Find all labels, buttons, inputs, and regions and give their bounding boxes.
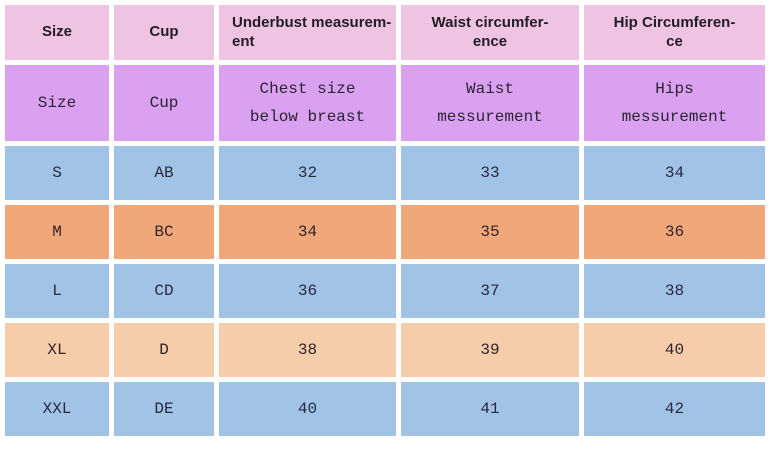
table-row-xxl: XXL DE 40 41 42 [5, 382, 765, 436]
cell-waist: 37 [401, 264, 579, 318]
cell-underbust: 36 [219, 264, 396, 318]
subheader-waist: Waist messurement [401, 65, 579, 141]
header-row-secondary: Size Cup Chest size below breast Waist m… [5, 65, 765, 141]
cell-hip: 40 [584, 323, 765, 377]
cell-underbust: 32 [219, 146, 396, 200]
cell-size: L [5, 264, 109, 318]
cell-size: XL [5, 323, 109, 377]
cell-waist: 41 [401, 382, 579, 436]
cell-size: XXL [5, 382, 109, 436]
cell-hip: 36 [584, 205, 765, 259]
header-hip: Hip Circumferen- ce [584, 5, 765, 60]
cell-cup: AB [114, 146, 214, 200]
subheader-hip: Hips messurement [584, 65, 765, 141]
cell-cup: DE [114, 382, 214, 436]
cell-waist: 35 [401, 205, 579, 259]
cell-waist: 39 [401, 323, 579, 377]
cell-underbust: 34 [219, 205, 396, 259]
cell-cup: D [114, 323, 214, 377]
cell-waist: 33 [401, 146, 579, 200]
table-row-l: L CD 36 37 38 [5, 264, 765, 318]
header-cup: Cup [114, 5, 214, 60]
table-row-m: M BC 34 35 36 [5, 205, 765, 259]
cell-hip: 34 [584, 146, 765, 200]
cell-hip: 42 [584, 382, 765, 436]
cell-hip: 38 [584, 264, 765, 318]
header-underbust: Underbust measurem- ent [219, 5, 396, 60]
header-waist: Waist circumfer- ence [401, 5, 579, 60]
cell-size: M [5, 205, 109, 259]
table-row-s: S AB 32 33 34 [5, 146, 765, 200]
header-size: Size [5, 5, 109, 60]
cell-cup: BC [114, 205, 214, 259]
table-row-xl: XL D 38 39 40 [5, 323, 765, 377]
subheader-size: Size [5, 65, 109, 141]
cell-cup: CD [114, 264, 214, 318]
cell-size: S [5, 146, 109, 200]
header-row-primary: Size Cup Underbust measurem- ent Waist c… [5, 5, 765, 60]
subheader-cup: Cup [114, 65, 214, 141]
subheader-underbust: Chest size below breast [219, 65, 396, 141]
cell-underbust: 40 [219, 382, 396, 436]
cell-underbust: 38 [219, 323, 396, 377]
size-chart-table: Size Cup Underbust measurem- ent Waist c… [5, 5, 765, 436]
